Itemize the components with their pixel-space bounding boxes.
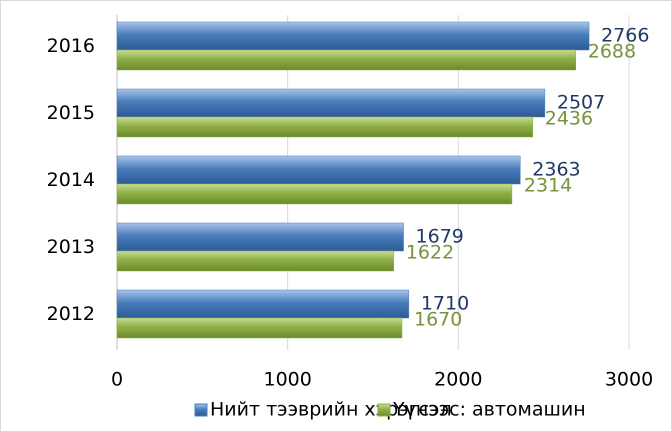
y-tick-label: 2016	[47, 35, 95, 57]
bar	[116, 317, 403, 339]
value-label: 1670	[414, 309, 462, 331]
bar	[116, 250, 395, 272]
bar	[116, 49, 577, 71]
value-label: 2507	[557, 92, 605, 114]
x-tick-label: 1000	[263, 369, 311, 391]
x-tick-label: 0	[111, 369, 123, 391]
value-label: 1679	[416, 226, 464, 248]
bar	[116, 88, 546, 118]
bar	[116, 116, 533, 138]
bar	[116, 155, 521, 185]
value-label: 1710	[421, 293, 469, 315]
legend-swatch	[194, 403, 208, 417]
legend-label: Нийт тээврийн хэрэгсэл	[210, 399, 452, 421]
y-tick-label: 2012	[47, 303, 95, 325]
bar	[116, 289, 410, 319]
x-tick-label: 3000	[605, 369, 653, 391]
y-tick-label: 2014	[47, 169, 95, 191]
value-label: 2766	[601, 25, 649, 47]
legend-swatch	[377, 403, 391, 417]
value-label: 1622	[406, 242, 454, 264]
value-label: 2314	[524, 175, 572, 197]
y-tick-label: 2013	[47, 236, 95, 258]
bar	[116, 21, 590, 51]
legend-label: Үүнээс: автомашин	[392, 399, 586, 421]
value-label: 2363	[532, 159, 580, 181]
bar	[116, 183, 513, 205]
bar	[116, 222, 404, 252]
x-tick-label: 2000	[434, 369, 482, 391]
value-label: 2688	[588, 41, 636, 63]
value-label: 2436	[545, 108, 593, 130]
y-tick-label: 2015	[47, 102, 95, 124]
